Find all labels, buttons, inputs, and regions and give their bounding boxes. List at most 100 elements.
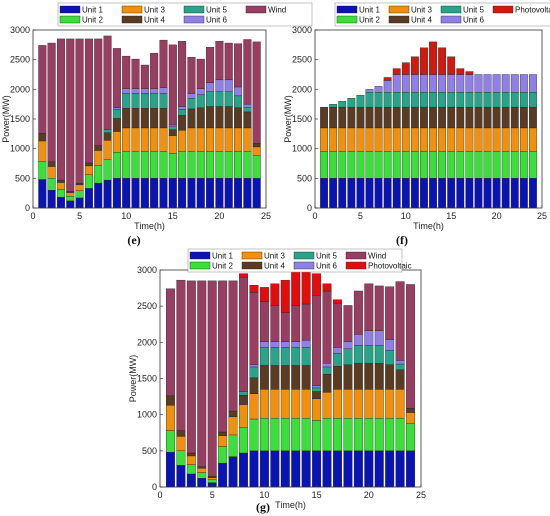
bar-unit-2-t19 — [483, 151, 492, 179]
bar-unit-2-t14 — [301, 418, 311, 452]
bar-unit-2-t13 — [429, 151, 437, 179]
x-axis-label: Time(h) — [275, 500, 306, 510]
bar-unit-5-t14 — [159, 93, 168, 109]
bar-unit-3-t17 — [465, 127, 474, 152]
y-axis-label: Power(MW) — [283, 95, 293, 143]
bar-unit-1-t14 — [438, 178, 447, 209]
bar-unit-3-t9 — [392, 127, 401, 152]
bar-unit-5-t19 — [483, 92, 492, 108]
bar-unit-2-t13 — [150, 151, 159, 179]
bar-unit-3-t24 — [252, 146, 261, 156]
bar-unit-6-t13 — [429, 74, 437, 93]
bar-unit-5-t24 — [529, 92, 537, 108]
bar-unit-1-t4 — [197, 478, 207, 488]
bar-unit-1-t11 — [270, 450, 280, 488]
bar-unit-2-t3 — [338, 151, 347, 179]
bar-unit-3-t16 — [322, 392, 332, 419]
bar-unit-6-t16 — [178, 106, 187, 110]
bar-wind-t6 — [218, 280, 228, 433]
y-tick-label: 1500 — [292, 114, 312, 124]
y-tick-label: 3000 — [292, 25, 312, 35]
bar-unit-2-t9 — [392, 151, 401, 179]
bar-unit-4-t4 — [347, 106, 356, 129]
bar-unit-5-t7 — [374, 92, 383, 108]
bar-wind-t19 — [353, 290, 363, 335]
bar-wind-t21 — [224, 42, 233, 81]
bar-unit-1-t9 — [112, 178, 121, 209]
legend-label-unit-6: Unit 6 — [463, 16, 484, 25]
bar-unit-3-t7 — [374, 127, 383, 152]
x-tick-label: 0 — [30, 211, 35, 221]
bar-wind-t5 — [207, 280, 217, 477]
bar-unit-2-t22 — [385, 418, 395, 452]
bar-unit-4-t14 — [438, 106, 447, 129]
bar-unit-5-t18 — [474, 92, 483, 108]
bar-unit-5-t15 — [312, 387, 322, 392]
bar-unit-3-t23 — [395, 389, 405, 419]
x-tick-label: 25 — [261, 211, 271, 221]
bar-unit-6-t24 — [529, 74, 537, 93]
bar-unit-3-t18 — [196, 127, 205, 152]
bar-unit-4-t12 — [420, 106, 428, 129]
bar-unit-4-t21 — [224, 106, 233, 129]
bar-unit-4-t14 — [301, 365, 311, 390]
legend-label-unit-3: Unit 3 — [144, 6, 165, 15]
bar-photovoltaic-t11 — [410, 56, 419, 75]
y-tick-label: 1000 — [137, 410, 157, 420]
chart-e: 0 5 10 15 20 25 0 500 1000 1500 2000 2500 3000 Time(h… — [1, 2, 313, 247]
y-tick-label: 500 — [142, 446, 157, 456]
x-tick-label: 5 — [210, 490, 215, 500]
legend-swatch-photovoltaic — [345, 261, 367, 270]
bar-unit-5-t8 — [383, 92, 392, 108]
bar-unit-6-t18 — [196, 88, 205, 95]
bar-unit-6-t19 — [483, 74, 492, 93]
bar-unit-2-t11 — [410, 151, 419, 179]
bar-photovoltaic-t17 — [333, 299, 342, 304]
bar-unit-4-t16 — [322, 373, 332, 393]
bar-unit-3-t14 — [159, 127, 168, 152]
bar-wind-t14 — [301, 303, 311, 341]
bar-unit-2-t20 — [364, 418, 374, 452]
bar-unit-3-t16 — [178, 130, 187, 152]
bar-unit-2-t10 — [122, 151, 131, 179]
bar-unit-6-t9 — [249, 364, 259, 368]
bar-unit-6-t11 — [410, 74, 419, 93]
bar-unit-3-t15 — [168, 135, 177, 154]
bar-unit-3-t24 — [529, 127, 537, 152]
bar-unit-1-t13 — [429, 178, 437, 209]
bar-unit-4-t23 — [243, 111, 252, 129]
legend-label-unit-1: Unit 1 — [82, 6, 103, 15]
bar-unit-4-t8 — [383, 106, 392, 129]
bar-unit-3-t24 — [406, 412, 416, 424]
bar-unit-4-t3 — [338, 106, 347, 129]
legend-label-unit-4: Unit 4 — [144, 16, 165, 25]
bar-wind-t8 — [239, 277, 248, 392]
bar-unit-1-t12 — [140, 178, 149, 209]
x-tick-label: 0 — [157, 490, 162, 500]
bar-unit-2-t24 — [529, 151, 537, 179]
chart-f: 0 5 10 15 20 25 0 500 1000 1500 2000 2500 3000 Time(h… — [283, 2, 550, 247]
bar-unit-2-t12 — [420, 151, 428, 179]
legend-swatch-unit-3 — [121, 5, 143, 14]
x-axis-label: Time(h) — [134, 221, 165, 231]
bar-unit-3-t20 — [492, 127, 501, 152]
bar-unit-4-t7 — [94, 145, 103, 151]
legend-swatch-photovoltaic — [492, 5, 514, 14]
bar-unit-1-t15 — [447, 178, 456, 209]
legend-label-wind: Wind — [368, 252, 386, 261]
bar-unit-1-t11 — [410, 178, 419, 209]
bar-unit-5-t6 — [365, 92, 374, 108]
bar-unit-3-t5 — [75, 184, 84, 191]
bar-unit-3-t12 — [140, 127, 149, 152]
bar-unit-2-t22 — [234, 151, 243, 179]
bar-unit-6-t22 — [510, 74, 519, 93]
bar-unit-1-t6 — [218, 462, 228, 488]
y-tick-label: 500 — [15, 173, 30, 183]
bar-unit-5-t22 — [510, 92, 519, 108]
bar-unit-2-t18 — [474, 151, 483, 179]
bar-unit-1-t3 — [56, 197, 65, 209]
